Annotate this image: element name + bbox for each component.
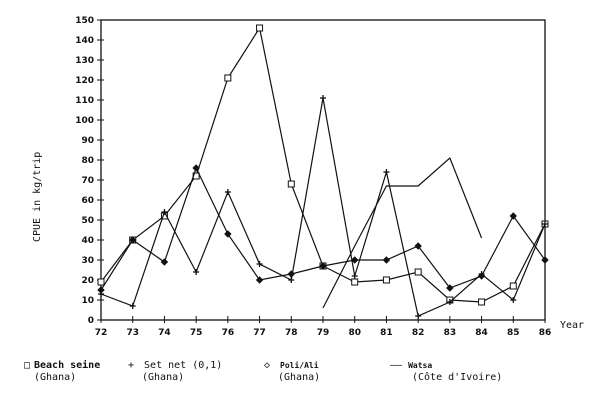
- svg-text:40: 40: [81, 236, 94, 246]
- axes: 0 10 20 30 40 50 60 70 80 90 100 110 120 130 140 150 72 7…: [75, 16, 551, 338]
- svg-text:60: 60: [81, 196, 94, 206]
- svg-text:90: 90: [81, 136, 94, 146]
- svg-text:81: 81: [380, 328, 393, 338]
- diamond-marker-icon: ◇: [263, 360, 271, 371]
- svg-text:70: 70: [81, 176, 94, 186]
- legend-poli-ali: ◇ Poli/Ali (Ghana): [260, 360, 320, 384]
- svg-text:50: 50: [81, 216, 94, 226]
- svg-text:140: 140: [75, 36, 94, 46]
- svg-text:110: 110: [75, 96, 94, 106]
- svg-text:150: 150: [75, 16, 94, 26]
- series-layer: [97, 24, 549, 319]
- svg-text:86: 86: [539, 328, 552, 338]
- svg-text:78: 78: [285, 328, 298, 338]
- svg-text:84: 84: [475, 328, 488, 338]
- x-axis-title: Year: [560, 320, 584, 331]
- svg-text:77: 77: [253, 328, 266, 338]
- line-marker-icon: ——: [390, 360, 403, 371]
- svg-text:79: 79: [317, 328, 330, 338]
- svg-text:10: 10: [81, 296, 94, 306]
- svg-text:30: 30: [81, 256, 94, 266]
- plus-marker-icon: +: [127, 360, 135, 371]
- svg-text:130: 130: [75, 56, 94, 66]
- legend-watsa: —— Watsa (Côte d'Ivoire): [390, 360, 503, 383]
- svg-text:83: 83: [444, 328, 457, 338]
- svg-text:80: 80: [81, 156, 94, 166]
- svg-text:80: 80: [348, 328, 361, 338]
- svg-text:120: 120: [75, 76, 94, 86]
- svg-text:72: 72: [95, 328, 108, 338]
- svg-text:74: 74: [158, 328, 171, 338]
- svg-text:20: 20: [81, 276, 94, 286]
- svg-text:82: 82: [412, 328, 425, 338]
- legend-set-net: + Set net (0,1) (Ghana): [124, 360, 222, 384]
- svg-text:0: 0: [88, 316, 94, 326]
- svg-text:85: 85: [507, 328, 520, 338]
- svg-text:75: 75: [190, 328, 203, 338]
- square-marker-icon: □: [23, 360, 31, 371]
- svg-text:76: 76: [222, 328, 235, 338]
- svg-text:100: 100: [75, 116, 94, 126]
- y-axis-title: CPUE in kg/trip: [32, 152, 43, 242]
- svg-text:73: 73: [126, 328, 139, 338]
- legend-beach-seine: □ Beach seine (Ghana): [20, 360, 100, 384]
